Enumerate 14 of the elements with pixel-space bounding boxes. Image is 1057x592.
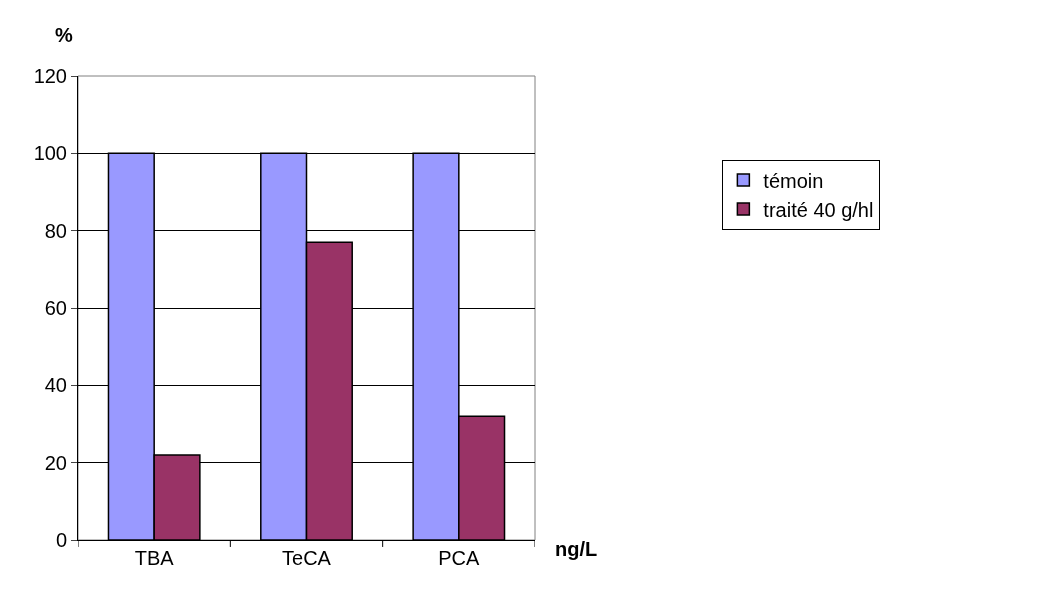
- y-tick-label: 80: [44, 219, 67, 242]
- y-tick-label: 0: [55, 529, 67, 551]
- y-axis-title: %: [55, 24, 73, 46]
- x-tick-label: TeCA: [282, 547, 332, 569]
- y-tick-label: 100: [33, 142, 67, 165]
- y-tick-label: 40: [44, 374, 67, 397]
- y-tick-label: 20: [44, 451, 67, 474]
- legend-label: traité 40 g/hl: [763, 198, 874, 221]
- x-tick-label: PCA: [438, 547, 481, 569]
- x-axis-title: ng/L: [555, 538, 598, 560]
- legend-label: témoin: [763, 169, 824, 192]
- y-tick-label: 120: [33, 65, 67, 87]
- y-tick-label: 60: [44, 297, 67, 319]
- x-tick-label: TBA: [134, 547, 175, 569]
